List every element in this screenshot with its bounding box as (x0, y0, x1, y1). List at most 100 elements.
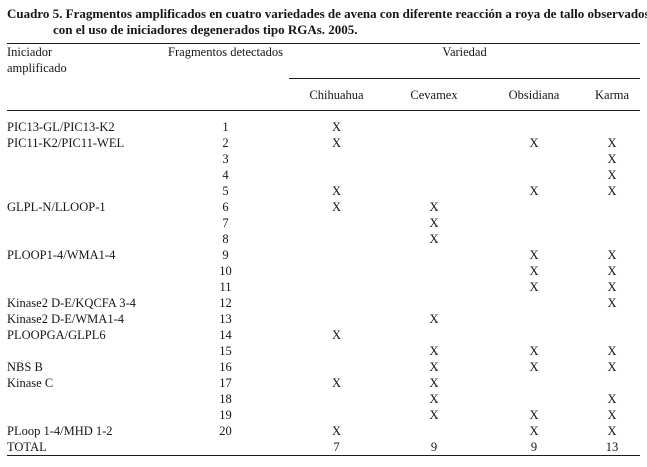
total-value-cell: 9 (430, 440, 438, 454)
iniciador-cell: PLoop 1-4/MHD 1-2 (7, 424, 113, 438)
table-row: PLOOP1-4/WMA1-4 9 X X (7, 247, 640, 263)
mark-cell: X (429, 312, 439, 326)
mark-cell: X (607, 264, 617, 278)
mark-cell: X (429, 200, 439, 214)
column-group-header-variedad: Variedad (289, 43, 641, 79)
mark-cell (384, 295, 484, 311)
mark-cell (484, 375, 584, 391)
mark-cell: X (529, 264, 539, 278)
iniciador-cell: Kinase C (7, 376, 54, 390)
mark-cell (584, 231, 640, 247)
iniciador-cell: GLPL-N/LLOOP-1 (7, 200, 106, 214)
fragmento-cell: 7 (222, 216, 229, 230)
mark-cell: X (529, 408, 539, 422)
mark-cell (384, 111, 484, 136)
results-table: Iniciador amplificado Fragmentos detecta… (7, 43, 641, 456)
table-row: Kinase C 17 X X (7, 375, 640, 391)
total-fragmento-cell (162, 439, 289, 456)
table-row: Kinase2 D-E/WMA1-4 13 X (7, 311, 640, 327)
mark-cell (484, 151, 584, 167)
table-row: Kinase2 D-E/KQCFA 3-4 12 X (7, 295, 640, 311)
mark-cell: X (607, 248, 617, 262)
table-row: PIC11-K2/PIC11-WEL 2 X X X (7, 135, 640, 151)
mark-cell (289, 263, 384, 279)
mark-cell: X (607, 168, 617, 182)
column-header-iniciador-line1: Iniciador (7, 45, 53, 59)
mark-cell (584, 111, 640, 136)
mark-cell: X (429, 344, 439, 358)
column-header-iniciador: Iniciador amplificado (7, 44, 162, 111)
mark-cell: X (331, 376, 342, 390)
fragmento-cell: 13 (219, 312, 232, 326)
mark-cell (289, 151, 384, 167)
table-row: 15 X X X (7, 343, 640, 359)
mark-cell: X (607, 280, 617, 294)
mark-cell: X (331, 424, 342, 438)
mark-cell (584, 311, 640, 327)
fragmento-cell: 8 (222, 232, 229, 246)
iniciador-cell (7, 167, 162, 183)
mark-cell (584, 375, 640, 391)
fragmento-cell: 18 (219, 392, 232, 406)
mark-cell (289, 359, 384, 375)
mark-cell (289, 407, 384, 423)
header-row-groups: Iniciador amplificado Fragmentos detecta… (7, 43, 641, 79)
mark-cell: X (331, 136, 342, 150)
mark-cell: X (607, 408, 617, 422)
mark-cell (384, 263, 484, 279)
iniciador-cell: PIC11-K2/PIC11-WEL (7, 136, 125, 150)
total-value-cell: 13 (605, 440, 619, 454)
table-caption: Cuadro 5. Fragmentos amplificados en cua… (7, 6, 647, 38)
fragmento-cell: 17 (219, 376, 232, 390)
mark-cell: X (607, 184, 617, 198)
iniciador-cell: Kinase2 D-E/KQCFA 3-4 (7, 296, 136, 310)
mark-cell: X (607, 360, 617, 374)
fragmento-cell: 19 (219, 408, 232, 422)
column-header-fragmentos: Fragmentos detectados (168, 45, 283, 59)
fragmento-cell: 11 (219, 280, 232, 294)
mark-cell (484, 295, 584, 311)
mark-cell (289, 167, 384, 183)
mark-cell: X (529, 248, 539, 262)
mark-cell (584, 327, 640, 343)
iniciador-cell (7, 215, 162, 231)
mark-cell (484, 167, 584, 183)
variety-column-header: Karma (595, 87, 630, 102)
table-row: 5 X X X (7, 183, 640, 199)
mark-cell (484, 391, 584, 407)
fragmento-cell: 5 (222, 184, 229, 198)
mark-cell (584, 215, 640, 231)
mark-cell (384, 151, 484, 167)
fragmento-cell: 1 (222, 120, 229, 134)
mark-cell (289, 391, 384, 407)
fragmento-cell: 12 (219, 296, 232, 310)
table-body: PIC13-GL/PIC13-K2 1 X PIC11-K2/PIC11-WEL 2 X X… (7, 110, 641, 456)
mark-cell: X (607, 136, 617, 150)
mark-cell (384, 279, 484, 295)
mark-cell (289, 231, 384, 247)
mark-cell (289, 215, 384, 231)
mark-cell (484, 311, 584, 327)
mark-cell (289, 247, 384, 263)
table-row: NBS B 16 X X X (7, 359, 640, 375)
mark-cell: X (607, 424, 617, 438)
mark-cell (384, 167, 484, 183)
mark-cell (289, 311, 384, 327)
mark-cell (289, 295, 384, 311)
table-caption-line2: con el uso de iniciadores degenerados ti… (53, 22, 358, 37)
mark-cell: X (331, 328, 342, 342)
fragmento-cell: 6 (222, 200, 229, 214)
iniciador-cell: Kinase2 D-E/WMA1-4 (7, 312, 124, 326)
fragmento-cell: 14 (219, 328, 232, 342)
mark-cell (289, 343, 384, 359)
mark-cell (384, 247, 484, 263)
table-caption-line1: Cuadro 5. Fragmentos amplificados en cua… (7, 6, 647, 21)
mark-cell: X (529, 136, 539, 150)
mark-cell: X (529, 280, 539, 294)
mark-cell: X (429, 232, 439, 246)
